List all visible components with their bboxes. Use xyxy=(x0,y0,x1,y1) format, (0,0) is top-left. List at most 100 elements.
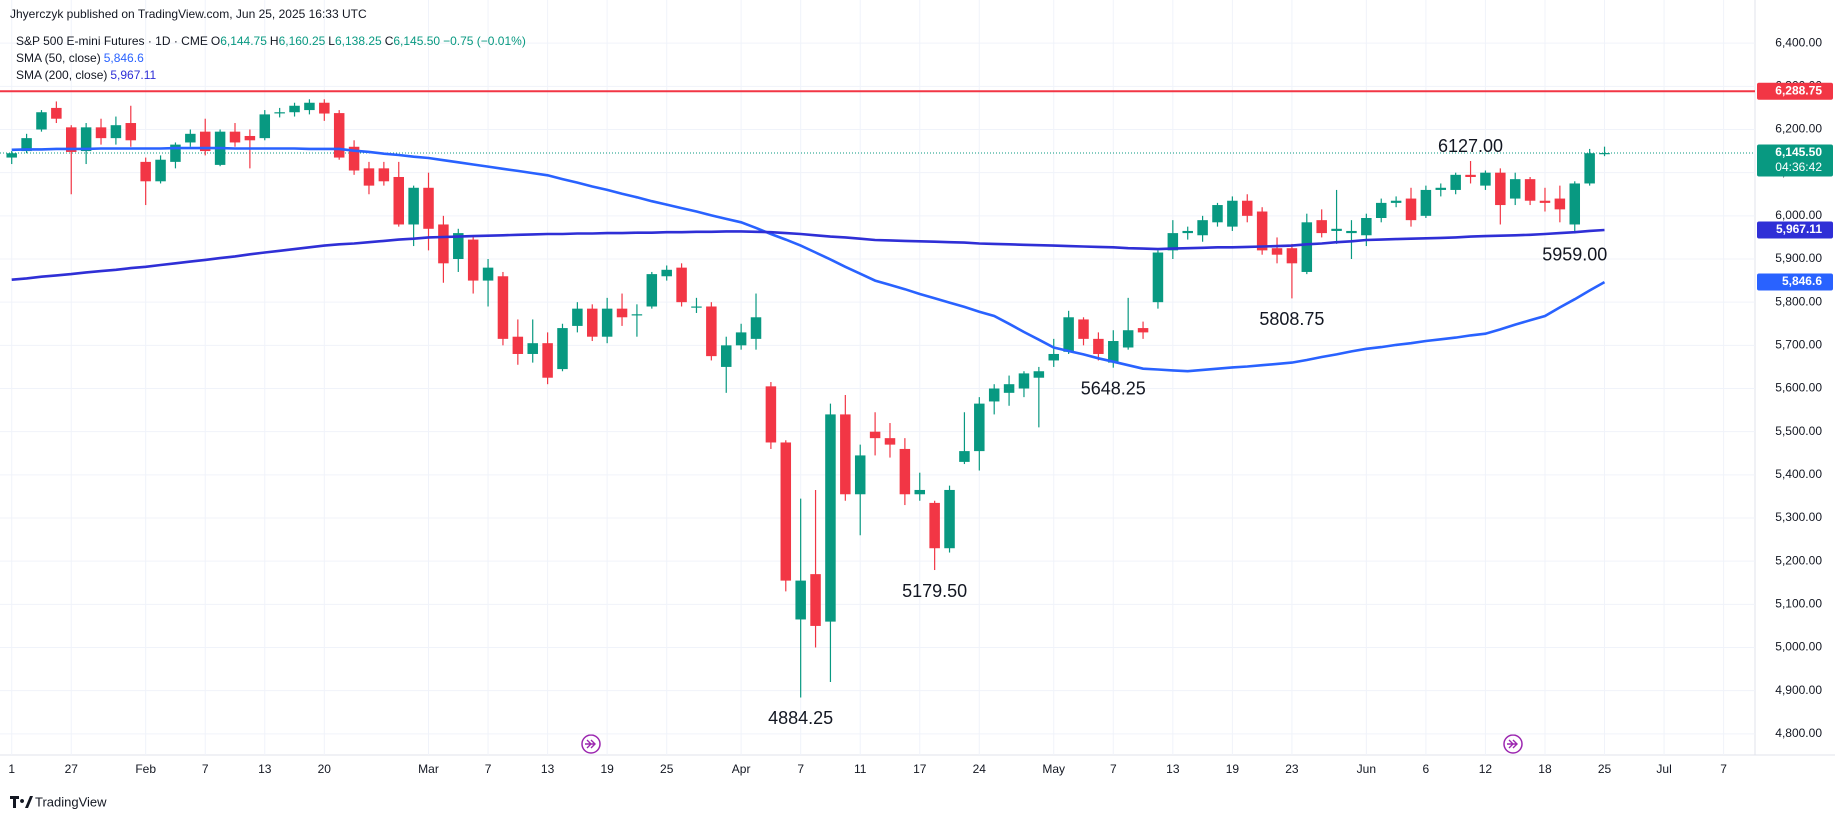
x-tick-label: Mar xyxy=(418,762,439,776)
candle-body xyxy=(1227,200,1238,227)
candle-body xyxy=(95,127,107,139)
candle-body xyxy=(1569,183,1581,225)
price-badge-label: 5,846.6 xyxy=(1782,274,1822,288)
x-tick-label: Apr xyxy=(732,762,751,776)
candle-body xyxy=(959,451,970,462)
candle-body xyxy=(140,161,151,182)
candle-body xyxy=(1063,317,1074,352)
x-tick-label: 13 xyxy=(541,762,555,776)
y-tick-label: 4,800.00 xyxy=(1775,726,1822,740)
candle-body xyxy=(1137,328,1149,333)
tradingview-logo[interactable]: TradingView xyxy=(10,794,107,809)
candle-body xyxy=(393,176,404,225)
candle-body xyxy=(363,168,375,186)
candle-body xyxy=(557,328,568,370)
y-tick-label: 5,100.00 xyxy=(1775,597,1822,611)
candle-body xyxy=(765,386,777,443)
legend: S&P 500 E-mini Futures · 1D · CME O6,144.… xyxy=(16,33,529,84)
legend-name: SMA (50, close) xyxy=(16,51,101,65)
candle-body xyxy=(378,168,390,182)
candle-body xyxy=(1048,353,1059,361)
candle-body xyxy=(616,308,628,318)
sma-line xyxy=(11,146,1606,373)
legend-entry[interactable]: SMA (200, close) 5,967.11 xyxy=(16,67,529,84)
candle-body xyxy=(676,267,687,303)
candle-body xyxy=(229,131,241,143)
candle-body xyxy=(274,112,285,114)
price-badge xyxy=(1757,82,1833,100)
candle-body xyxy=(661,269,672,277)
x-tick-label: 13 xyxy=(258,762,272,776)
candle-body xyxy=(854,455,866,495)
candle-body xyxy=(1152,252,1164,303)
x-tick-label: Feb xyxy=(135,762,156,776)
candle-body xyxy=(1197,220,1208,236)
candle-body xyxy=(527,343,538,354)
candle-body xyxy=(810,574,821,626)
candle-body xyxy=(1182,230,1193,234)
x-tick-label: 20 xyxy=(318,762,332,776)
y-tick-label: 5,700.00 xyxy=(1775,338,1822,352)
candle-body xyxy=(988,388,1000,402)
logo-text: TradingView xyxy=(35,794,107,809)
price-badge xyxy=(1757,273,1833,291)
candle-body xyxy=(825,414,836,622)
candle-body xyxy=(423,187,434,229)
candle-body xyxy=(720,345,732,367)
candle-body xyxy=(1405,198,1417,221)
event-icon[interactable] xyxy=(1503,734,1523,754)
symbol-row: S&P 500 E-mini Futures · 1D · CME O6,144.… xyxy=(16,33,529,50)
legend-entry[interactable]: SMA (50, close) 5,846.6 xyxy=(16,50,529,67)
candle-body xyxy=(1033,371,1045,378)
ohlc-key: C xyxy=(384,34,394,48)
x-tick-label: 7 xyxy=(797,762,804,776)
candle-body xyxy=(125,123,137,141)
y-tick-label: 5,300.00 xyxy=(1775,510,1822,524)
publisher-line: Jhyerczyk published on TradingView.com, … xyxy=(10,7,367,21)
event-icon[interactable] xyxy=(581,734,601,754)
candle-body xyxy=(199,131,211,152)
x-tick-label: 18 xyxy=(1538,762,1552,776)
y-tick-label: 6,000.00 xyxy=(1775,208,1822,222)
candle-body xyxy=(1539,200,1551,203)
candle-body xyxy=(1390,200,1402,203)
legend-name: SMA (200, close) xyxy=(16,68,108,82)
candle-body xyxy=(512,336,524,354)
x-tick-label: 7 xyxy=(1110,762,1117,776)
y-tick-label: 6,200.00 xyxy=(1775,122,1822,136)
candle-body xyxy=(1435,187,1447,190)
candle-body xyxy=(795,580,806,620)
candle-body xyxy=(259,114,271,139)
x-tick-label: 24 xyxy=(973,762,987,776)
candle-body xyxy=(646,274,658,307)
candle-body xyxy=(631,314,643,316)
candle-body xyxy=(319,102,330,114)
legend-value: 5,846.6 xyxy=(103,51,144,65)
x-tick-label: 25 xyxy=(1598,762,1612,776)
price-badge-label: 6,145.50 xyxy=(1775,145,1822,159)
candle-body xyxy=(1509,179,1521,199)
ohlc-key: H xyxy=(269,34,279,48)
y-tick-label: 6,400.00 xyxy=(1775,35,1822,49)
candle-body xyxy=(482,267,494,281)
x-tick-label: 12 xyxy=(1479,762,1493,776)
candle-body xyxy=(572,308,583,326)
candle-body xyxy=(497,276,509,339)
candle-body xyxy=(914,489,926,495)
candle-body xyxy=(1093,338,1104,354)
x-tick-label: May xyxy=(1042,762,1065,776)
candle-body xyxy=(348,146,360,171)
candle-body xyxy=(36,112,47,130)
candle-body xyxy=(1286,248,1298,264)
change: −0.75 (−0.01%) xyxy=(443,34,526,48)
candle-body xyxy=(110,125,122,139)
sma-line xyxy=(11,228,1605,281)
candle-body xyxy=(1301,222,1313,272)
grid xyxy=(0,0,1755,755)
x-tick-label: 7 xyxy=(202,762,209,776)
candle-body xyxy=(929,502,940,549)
price-badge-label: 6,288.75 xyxy=(1775,83,1822,97)
price-badge xyxy=(1757,221,1833,239)
candle-body xyxy=(1122,330,1134,348)
candle-body xyxy=(1465,174,1476,177)
